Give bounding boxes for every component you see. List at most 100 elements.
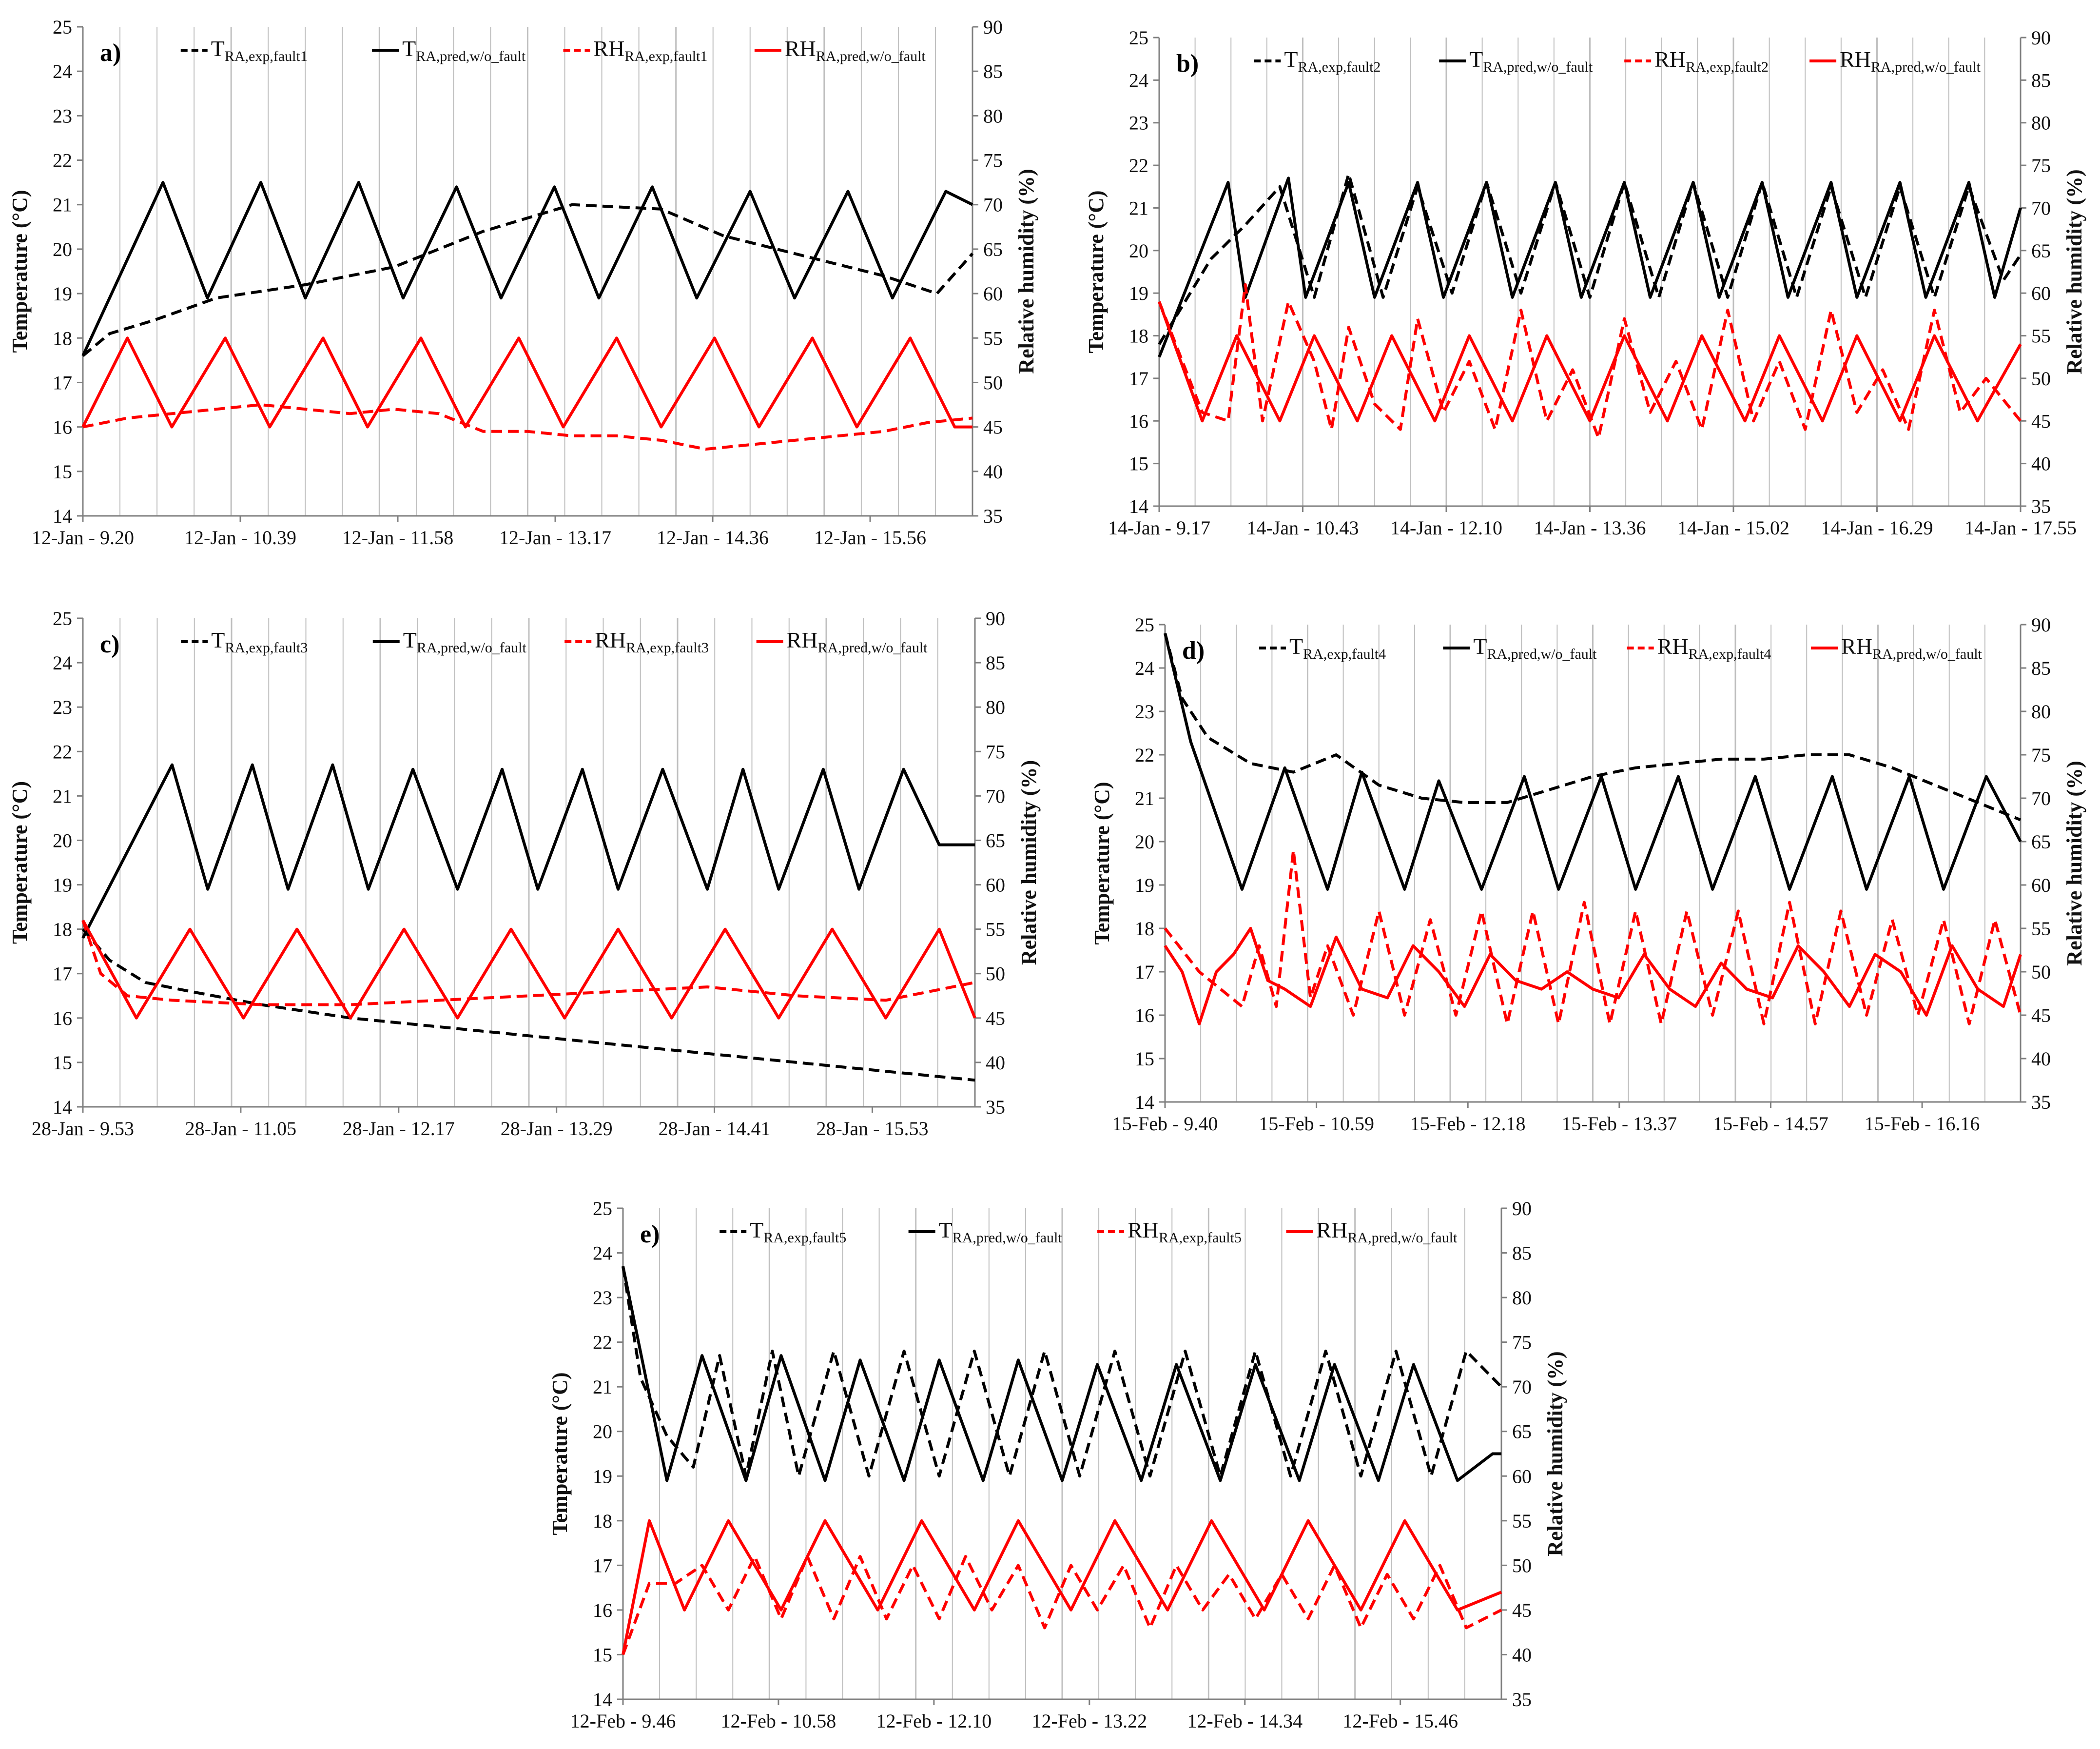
y-tick-label-right: 70 bbox=[986, 785, 1005, 807]
series-line-rh-ra-exp-fault3 bbox=[81, 920, 975, 1006]
y-tick-label-left: 20 bbox=[53, 829, 72, 851]
panel-label: d) bbox=[1182, 637, 1205, 665]
x-tick-label: 28-Jan - 14.41 bbox=[659, 1118, 771, 1140]
series-line-rh-ra-pred-w-o-fault bbox=[1164, 927, 2022, 1025]
series-line-t-ra-pred-w-o-fault bbox=[1158, 177, 2022, 358]
y-tick-label-right: 40 bbox=[986, 1052, 1005, 1074]
y-tick-label-right: 40 bbox=[1512, 1644, 1532, 1666]
y-tick-label-right: 50 bbox=[983, 372, 1003, 393]
y-tick-label-right: 40 bbox=[2031, 453, 2051, 475]
x-tick-label: 12-Jan - 9.20 bbox=[32, 527, 134, 549]
y-tick-label-left: 19 bbox=[593, 1465, 612, 1487]
y-tick-label-right: 90 bbox=[983, 16, 1003, 38]
y-tick-label-right: 65 bbox=[2031, 240, 2051, 262]
panel-b: 14 15 16 17 18 19 20 21 22 23 24 25 35 40 45 50 55 60 65 70… bbox=[1084, 27, 2086, 539]
x-tick-label: 12-Jan - 13.17 bbox=[499, 527, 611, 549]
y-tick-label-left: 21 bbox=[1129, 197, 1148, 219]
x-tick-label: 14-Jan - 10.43 bbox=[1247, 517, 1359, 539]
y-tick-label-right: 35 bbox=[983, 505, 1003, 527]
y-tick-label-right: 45 bbox=[1512, 1599, 1532, 1621]
y-tick-label-left: 23 bbox=[1135, 701, 1154, 723]
legend-entry: TRA,exp,fault1 bbox=[180, 36, 308, 64]
y-tick-label-right: 50 bbox=[2031, 961, 2051, 983]
y-tick-label-left: 22 bbox=[53, 150, 72, 172]
series-line-rh-ra-exp-fault2 bbox=[1158, 283, 2022, 440]
legend-entry: TRA,exp,fault3 bbox=[181, 628, 308, 656]
y-tick-label-left: 16 bbox=[53, 1007, 72, 1029]
y-tick-label-left: 25 bbox=[53, 608, 72, 629]
y-tick-label-left: 19 bbox=[1129, 282, 1148, 304]
y-tick-label-left: 18 bbox=[53, 327, 72, 349]
legend-entry: RHRA,exp,fault4 bbox=[1627, 634, 1771, 662]
y-tick-label-left: 23 bbox=[1129, 112, 1148, 134]
y-tick-label-left: 24 bbox=[593, 1242, 612, 1264]
y-tick-label-right: 50 bbox=[986, 963, 1005, 985]
y-tick-label-right: 45 bbox=[986, 1007, 1005, 1029]
x-tick-label: 12-Feb - 9.46 bbox=[570, 1710, 676, 1732]
x-tick-label: 14-Jan - 9.17 bbox=[1108, 517, 1210, 539]
y-tick-label-right: 55 bbox=[983, 327, 1003, 349]
x-tick-label: 12-Jan - 15.56 bbox=[814, 527, 926, 549]
y-tick-label-left: 21 bbox=[1135, 787, 1154, 809]
y-tick-label-left: 20 bbox=[1129, 240, 1148, 262]
y-tick-label-right: 85 bbox=[1512, 1242, 1532, 1264]
y-tick-label-right: 35 bbox=[986, 1096, 1005, 1118]
legend-label: TRA,exp,fault2 bbox=[1284, 47, 1381, 75]
x-tick-label: 14-Jan - 13.36 bbox=[1534, 517, 1646, 539]
y-axis-title-right: Relative humidity (%) bbox=[1543, 1351, 1567, 1556]
x-tick-label: 15-Feb - 14.57 bbox=[1713, 1113, 1828, 1135]
y-tick-label-left: 21 bbox=[53, 194, 72, 216]
y-tick-label-left: 19 bbox=[1135, 874, 1154, 896]
legend-entry: TRA,pred,w/o_fault bbox=[1439, 47, 1593, 75]
y-tick-label-left: 14 bbox=[593, 1689, 612, 1710]
x-tick-label: 28-Jan - 11.05 bbox=[185, 1118, 296, 1140]
legend-entry: TRA,pred,w/o_fault bbox=[1443, 634, 1597, 662]
y-axis-title-right: Relative humidity (%) bbox=[2062, 761, 2086, 965]
y-tick-label-right: 65 bbox=[983, 238, 1003, 260]
y-tick-label-left: 23 bbox=[53, 105, 72, 127]
x-tick-label: 14-Jan - 15.02 bbox=[1677, 517, 1789, 539]
y-tick-label-left: 17 bbox=[1135, 961, 1154, 983]
y-tick-label-left: 23 bbox=[53, 696, 72, 718]
x-tick-label: 14-Jan - 16.29 bbox=[1821, 517, 1933, 539]
legend-label: TRA,pred,w/o_fault bbox=[402, 36, 526, 64]
legend-entry: TRA,exp,fault4 bbox=[1259, 634, 1386, 662]
legend-entry: TRA,pred,w/o_fault bbox=[372, 628, 526, 656]
panel-c: 14 15 16 17 18 19 20 21 22 23 24 25 35 40 45 50 55 60 65 70… bbox=[8, 608, 1041, 1140]
panel-e: 14 15 16 17 18 19 20 21 22 23 24 25 35 40 45 50 55 60 65 70… bbox=[548, 1198, 1567, 1732]
y-tick-label-right: 40 bbox=[983, 461, 1003, 483]
y-tick-label-left: 14 bbox=[53, 1096, 72, 1118]
y-tick-label-left: 22 bbox=[593, 1332, 612, 1354]
y-tick-label-left: 24 bbox=[53, 652, 72, 674]
y-tick-label-right: 90 bbox=[1512, 1198, 1532, 1219]
y-tick-label-right: 70 bbox=[1512, 1376, 1532, 1398]
y-tick-label-right: 60 bbox=[986, 874, 1005, 896]
y-tick-label-right: 85 bbox=[2031, 657, 2051, 679]
legend-entry: RHRA,pred,w/o_fault bbox=[1811, 634, 1983, 662]
legend-label: RHRA,pred,w/o_fault bbox=[1840, 47, 1981, 75]
y-tick-label-right: 65 bbox=[986, 829, 1005, 851]
y-tick-label-right: 75 bbox=[1512, 1332, 1532, 1354]
y-tick-label-left: 19 bbox=[53, 283, 72, 305]
series-line-rh-ra-pred-w-o-fault bbox=[1158, 301, 2022, 423]
y-tick-label-left: 14 bbox=[1129, 495, 1148, 517]
y-tick-label-left: 17 bbox=[53, 963, 72, 985]
y-tick-label-right: 90 bbox=[986, 608, 1005, 629]
y-tick-label-right: 35 bbox=[2031, 495, 2051, 517]
series-line-rh-ra-pred-w-o-fault bbox=[81, 919, 976, 1020]
legend-entry: RHRA,exp,fault2 bbox=[1624, 47, 1769, 75]
series-line-rh-ra-exp-fault4 bbox=[1164, 848, 2022, 1025]
y-tick-label-left: 17 bbox=[1129, 368, 1148, 390]
y-tick-label-left: 18 bbox=[1129, 325, 1148, 347]
y-tick-label-left: 15 bbox=[53, 461, 72, 483]
y-axis-title-left: Temperature (°C) bbox=[8, 190, 32, 353]
legend-label: RHRA,pred,w/o_fault bbox=[787, 628, 928, 656]
legend-label: TRA,pred,w/o_fault bbox=[939, 1218, 1063, 1246]
y-tick-label-right: 80 bbox=[986, 696, 1005, 718]
y-tick-label-left: 24 bbox=[1129, 69, 1148, 91]
y-tick-label-left: 24 bbox=[53, 60, 72, 82]
panel-label: b) bbox=[1176, 50, 1199, 78]
x-tick-label: 28-Jan - 13.29 bbox=[501, 1118, 613, 1140]
y-tick-label-left: 25 bbox=[53, 16, 72, 38]
x-tick-label: 12-Feb - 13.22 bbox=[1031, 1710, 1147, 1732]
